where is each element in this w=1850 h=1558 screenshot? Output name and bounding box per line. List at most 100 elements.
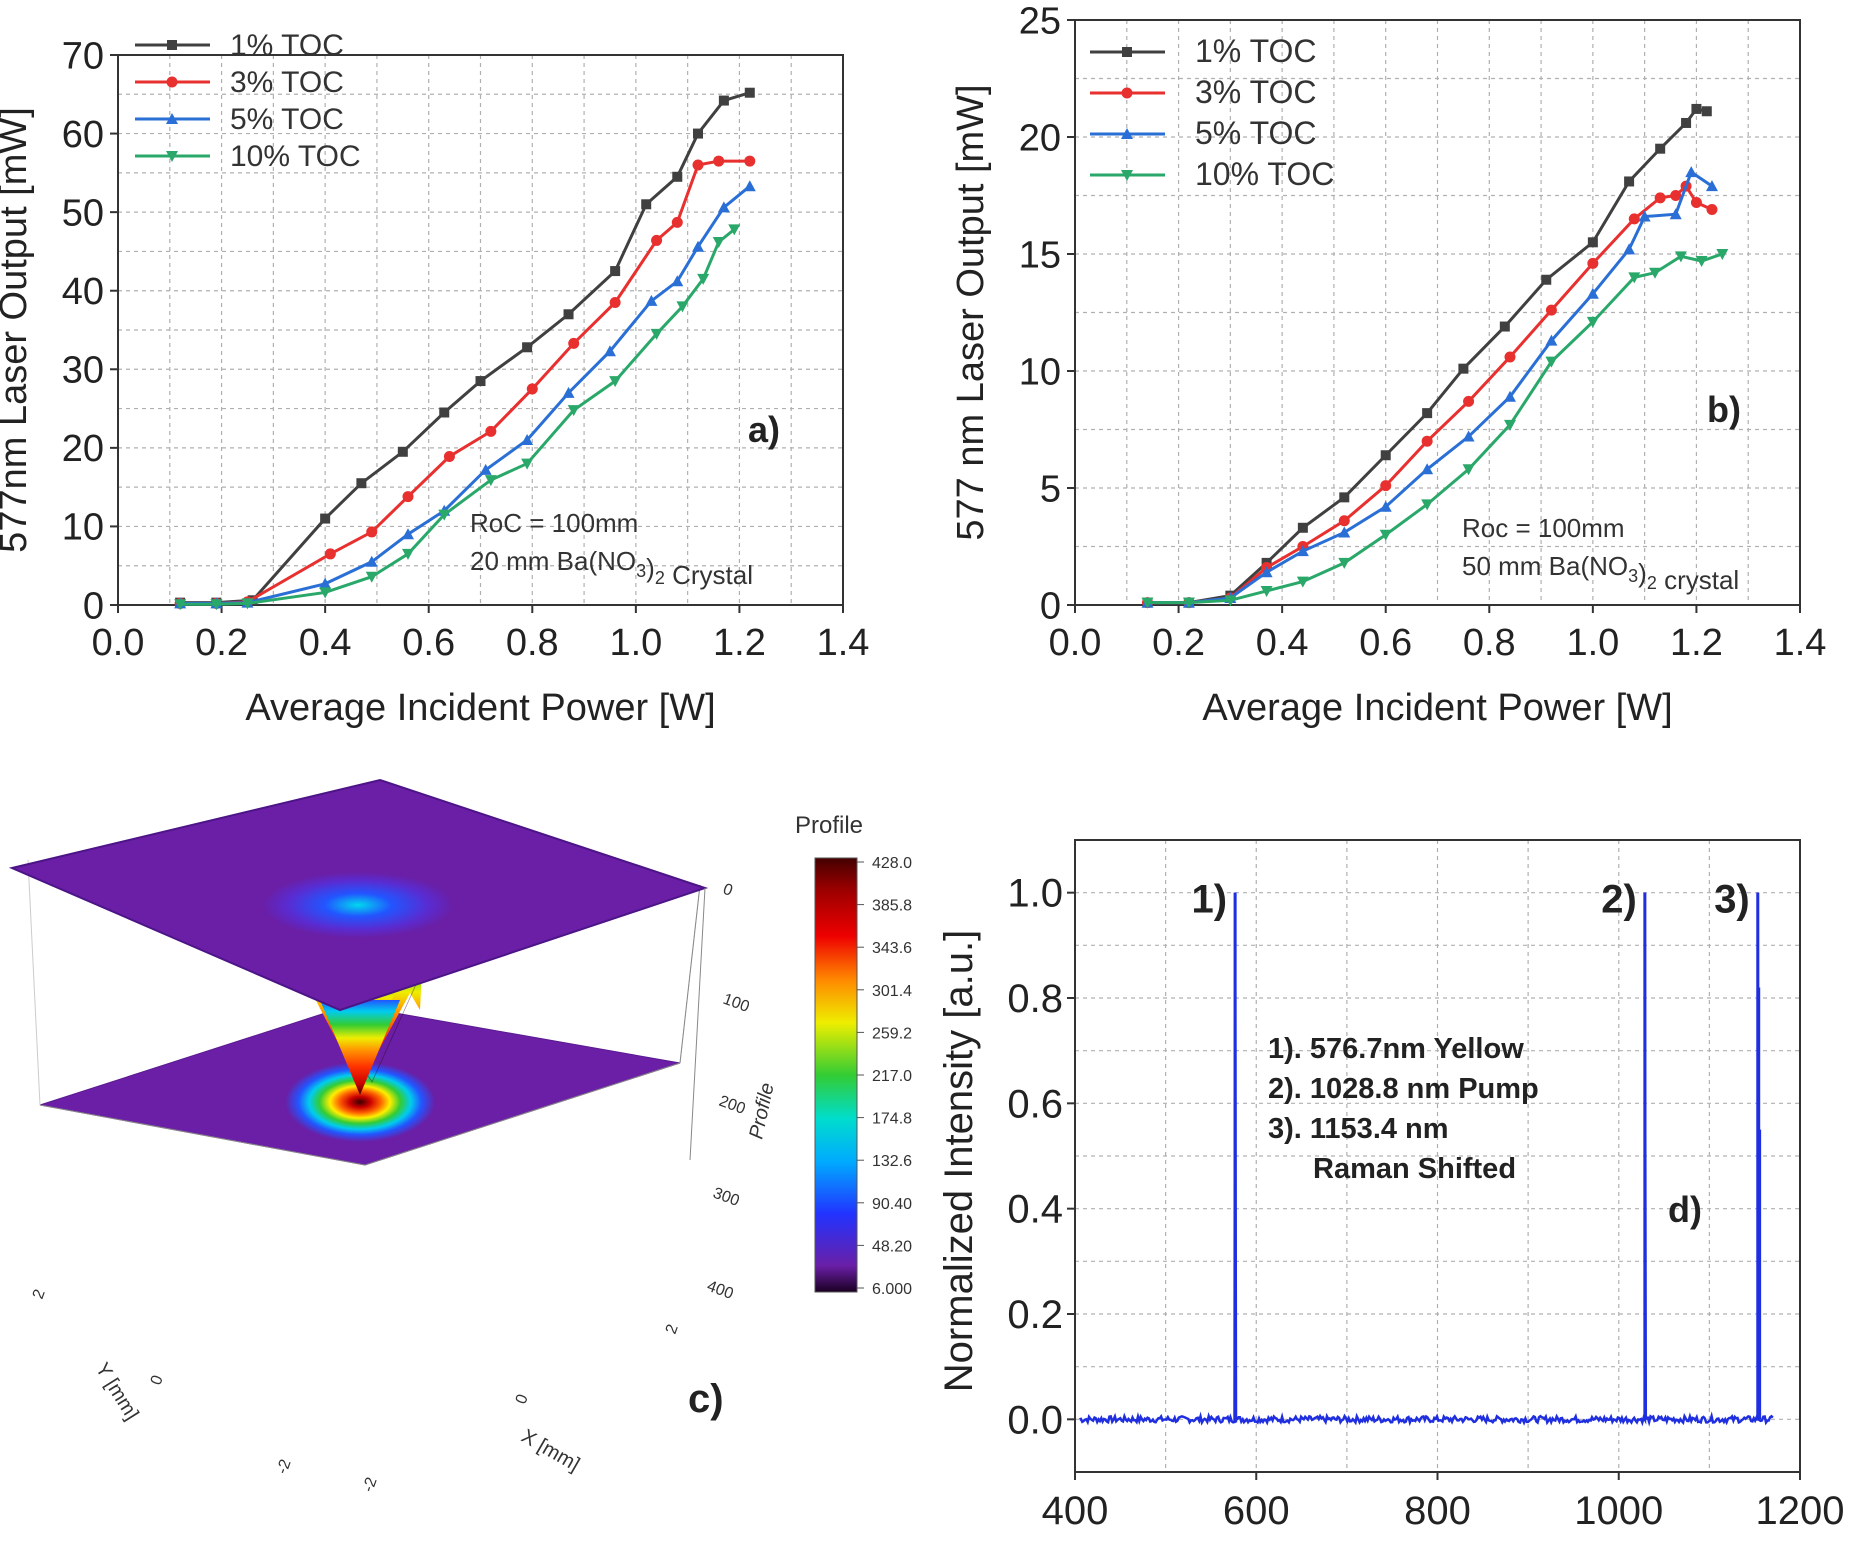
colorbar-title: Profile — [795, 812, 863, 839]
data-point — [1182, 597, 1195, 609]
data-point — [319, 577, 332, 589]
data-point — [1628, 213, 1640, 225]
x-tick-label: 1.4 — [817, 622, 870, 664]
profile-z-tick: 400 — [705, 1278, 736, 1303]
data-point — [1649, 267, 1661, 279]
data-point — [1628, 272, 1641, 284]
peak-label: 3) — [1714, 878, 1750, 922]
series-line — [180, 228, 736, 606]
data-point — [1462, 430, 1475, 442]
data-point — [1586, 316, 1599, 328]
data-point — [443, 451, 455, 462]
annotation: RoC = 100mm — [470, 508, 638, 538]
legend: 1% TOC 3% TOC 5% TOC 10% TOC — [135, 29, 361, 173]
data-point — [402, 491, 414, 503]
data-point — [1623, 243, 1636, 255]
legend-label: 5% TOC — [230, 103, 344, 136]
profile-y-tick: 2 — [30, 1287, 49, 1301]
data-point — [713, 155, 725, 167]
profile-z-tick: 300 — [711, 1185, 742, 1210]
colorbar-tick-label: 132.6 — [872, 1153, 912, 1170]
data-point — [562, 386, 575, 398]
legend-label: 5% TOC — [1195, 115, 1317, 151]
data-point — [174, 599, 187, 611]
profile-y-tick: -2 — [274, 1457, 295, 1476]
x-axis-label: Average Incident Power [W] — [245, 687, 715, 729]
x-axis-label: Average Incident Power [W] — [1202, 687, 1672, 729]
data-point — [568, 337, 580, 349]
colorbar-tick-label: 174.8 — [872, 1111, 912, 1128]
grid — [1075, 20, 1800, 605]
data-point — [651, 234, 663, 246]
data-point — [697, 273, 710, 285]
y-tick-label: 0.2 — [1007, 1293, 1063, 1337]
profile-z-axis: 0 100 200 300 400 Profile — [689, 881, 779, 1303]
x-tick-label: 1200 — [1756, 1489, 1845, 1533]
data-point — [1701, 106, 1712, 117]
x-tick-label: 0.6 — [402, 622, 455, 664]
data-point — [609, 376, 622, 388]
y-tick-label: 5 — [1040, 468, 1061, 510]
series-5-toc — [174, 180, 756, 609]
panel-d-spectrum: 400600800100012000.00.20.40.60.81.0Wavel… — [937, 839, 1845, 1533]
panel-a-chart: 0.0 0.2 0.4 0.6 0.8 1.0 1.2 1.4 0 10 20 30 40 50 60 70 A… — [0, 29, 869, 729]
data-point — [1458, 363, 1469, 374]
colorbar-tick-label: 343.6 — [872, 940, 912, 957]
x-tick-label: 1000 — [1574, 1489, 1663, 1533]
x-tick-label: 0.2 — [1152, 622, 1205, 664]
legend-label: 3% TOC — [230, 66, 344, 99]
data-point — [166, 113, 178, 124]
data-point — [1339, 492, 1350, 503]
colorbar-tick-label: 301.4 — [872, 983, 912, 1000]
y-tick-label: 60 — [62, 114, 104, 156]
annotation: 2). 1028.8 nm Pump — [1268, 1073, 1539, 1105]
data-point — [671, 216, 683, 228]
series-line — [1147, 252, 1723, 605]
data-point — [1121, 87, 1133, 99]
y-axis-label: Normalized Intensity [a.u.] — [937, 930, 981, 1392]
data-point — [402, 548, 414, 560]
data-point — [320, 513, 331, 524]
data-point — [1380, 450, 1391, 461]
data-point — [1716, 249, 1729, 260]
legend: 1% TOC 3% TOC 5% TOC 10% TOC — [1090, 33, 1334, 192]
peak-label: 1) — [1192, 878, 1228, 922]
data-point — [365, 555, 378, 567]
x-tick-label: 0.0 — [92, 622, 145, 664]
annotation: 20 mm Ba(NO3)2 Crystal — [470, 546, 753, 590]
x-tick-label: 0.2 — [195, 622, 248, 664]
colorbar-tick-label: 428.0 — [872, 855, 912, 872]
profile-x-axis-label: X [mm] — [518, 1425, 584, 1476]
data-point — [1121, 128, 1133, 139]
data-point — [1296, 545, 1309, 557]
series-line — [1147, 169, 1713, 605]
panel-label: b) — [1707, 389, 1741, 430]
data-point — [1504, 390, 1516, 402]
spectrum-line — [1079, 892, 1774, 1427]
profile-x-tick: 0 — [513, 1392, 532, 1406]
data-point — [1380, 480, 1392, 492]
data-point — [1705, 180, 1718, 192]
y-tick-label: 30 — [62, 350, 104, 392]
series-10-toc — [174, 224, 741, 611]
data-point — [1638, 210, 1651, 222]
data-point — [645, 294, 658, 306]
y-tick-label: 0.6 — [1007, 1082, 1063, 1126]
data-point — [1121, 170, 1133, 181]
legend-label: 3% TOC — [1195, 74, 1317, 110]
y-tick-label: 0.8 — [1007, 977, 1063, 1021]
profile-beam-spot — [285, 1062, 435, 1142]
annotation: 1). 576.7nm Yellow — [1268, 1033, 1524, 1065]
profile-y-tick: 0 — [148, 1373, 167, 1387]
data-point — [1695, 256, 1708, 268]
data-point — [365, 571, 378, 583]
series-3-toc — [174, 155, 756, 609]
data-point — [1545, 334, 1558, 346]
y-tick-label: 0 — [1040, 585, 1061, 627]
data-point — [324, 548, 336, 560]
panel-b-chart: 0.0 0.2 0.4 0.6 0.8 1.0 1.2 1.4 0 5 10 15 20 25 Averag… — [950, 0, 1826, 729]
data-point — [744, 87, 755, 98]
data-point — [1655, 143, 1666, 154]
data-point — [438, 509, 451, 521]
